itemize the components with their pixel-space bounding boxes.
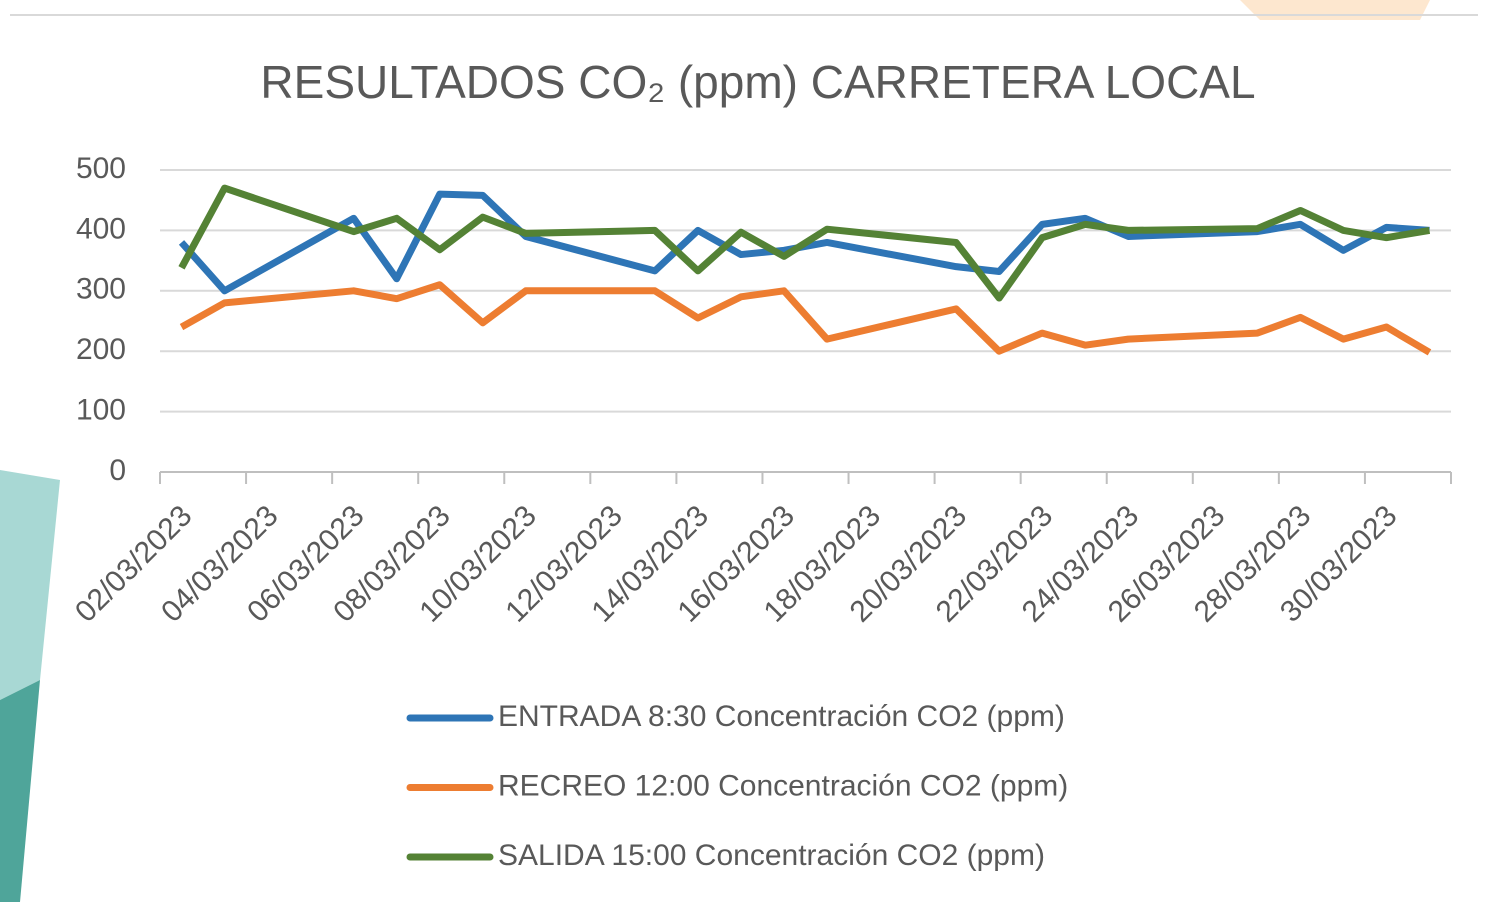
y-tick-label: 100 xyxy=(76,394,126,427)
y-tick-label: 400 xyxy=(76,212,126,245)
legend-label: RECREO 12:00 Concentración CO2 (ppm) xyxy=(498,769,1068,802)
legend-label: SALIDA 15:00 Concentración CO2 (ppm) xyxy=(498,839,1045,872)
y-tick-label: 200 xyxy=(76,333,126,366)
series-line xyxy=(178,184,1431,302)
series-line xyxy=(179,281,1432,356)
decoration xyxy=(0,470,60,700)
decoration xyxy=(0,680,40,902)
decoration xyxy=(1240,0,1430,20)
y-tick-label: 500 xyxy=(76,152,126,185)
y-tick-label: 0 xyxy=(109,454,126,487)
chart-title: RESULTADOS CO₂ (ppm) CARRETERA LOCAL xyxy=(260,56,1255,108)
y-tick-label: 300 xyxy=(76,273,126,306)
legend-label: ENTRADA 8:30 Concentración CO2 (ppm) xyxy=(498,700,1065,733)
